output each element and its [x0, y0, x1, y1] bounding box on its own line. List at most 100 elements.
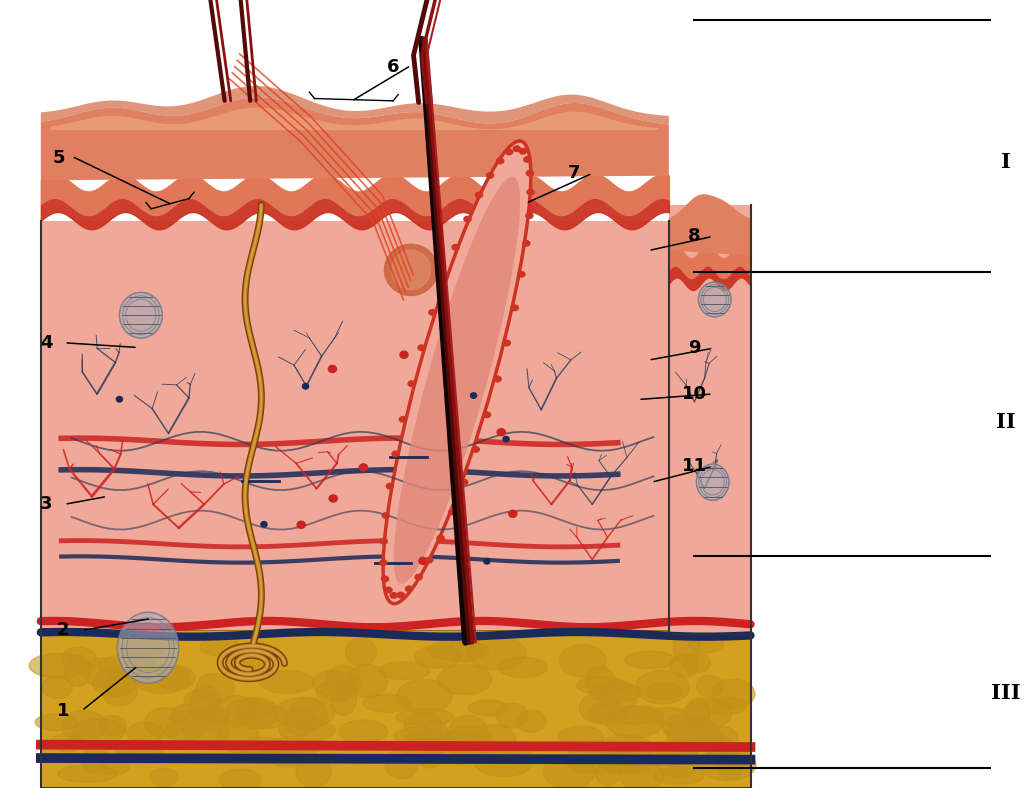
Ellipse shape [565, 747, 620, 773]
Ellipse shape [401, 733, 454, 749]
Ellipse shape [362, 694, 412, 712]
Ellipse shape [240, 738, 287, 755]
Polygon shape [669, 195, 751, 255]
Ellipse shape [645, 683, 682, 700]
Ellipse shape [464, 217, 471, 222]
Ellipse shape [708, 726, 738, 759]
Ellipse shape [426, 557, 433, 563]
Ellipse shape [312, 671, 356, 697]
Ellipse shape [83, 658, 124, 687]
Ellipse shape [151, 768, 178, 786]
Ellipse shape [663, 714, 711, 741]
Ellipse shape [196, 673, 234, 704]
Ellipse shape [523, 157, 530, 162]
Ellipse shape [470, 392, 476, 398]
Ellipse shape [518, 272, 525, 277]
Ellipse shape [117, 396, 123, 402]
Ellipse shape [606, 706, 664, 738]
Ellipse shape [497, 703, 528, 728]
Ellipse shape [682, 653, 711, 673]
Ellipse shape [82, 747, 108, 772]
Ellipse shape [394, 177, 520, 584]
Ellipse shape [35, 714, 77, 730]
Ellipse shape [685, 698, 710, 733]
Ellipse shape [169, 710, 227, 726]
Ellipse shape [238, 704, 290, 729]
Ellipse shape [500, 657, 547, 678]
Ellipse shape [409, 381, 416, 386]
Ellipse shape [437, 535, 444, 541]
Ellipse shape [559, 645, 606, 677]
Ellipse shape [217, 719, 259, 753]
Ellipse shape [118, 612, 179, 683]
Ellipse shape [329, 495, 337, 502]
Ellipse shape [183, 716, 228, 747]
Ellipse shape [297, 521, 305, 528]
Text: 1: 1 [57, 702, 70, 719]
Ellipse shape [596, 763, 621, 786]
Ellipse shape [339, 720, 387, 743]
Ellipse shape [122, 639, 166, 656]
Ellipse shape [184, 689, 217, 716]
Ellipse shape [696, 464, 729, 500]
Ellipse shape [486, 173, 494, 178]
Ellipse shape [226, 699, 274, 719]
Ellipse shape [316, 681, 355, 701]
Ellipse shape [391, 251, 430, 290]
Ellipse shape [101, 676, 137, 706]
Ellipse shape [289, 698, 327, 730]
Ellipse shape [302, 384, 308, 389]
Ellipse shape [636, 671, 689, 704]
Polygon shape [41, 86, 669, 125]
Ellipse shape [667, 723, 724, 749]
Ellipse shape [385, 587, 392, 593]
Text: III: III [991, 683, 1021, 704]
Ellipse shape [683, 698, 732, 728]
Ellipse shape [526, 170, 534, 176]
Ellipse shape [452, 244, 459, 250]
Ellipse shape [236, 697, 279, 729]
Ellipse shape [100, 756, 130, 775]
Ellipse shape [468, 700, 508, 716]
Text: I: I [1000, 151, 1011, 172]
Ellipse shape [674, 631, 700, 664]
Ellipse shape [400, 351, 409, 359]
Ellipse shape [65, 655, 91, 686]
Ellipse shape [394, 727, 445, 745]
Ellipse shape [483, 559, 489, 564]
Ellipse shape [382, 513, 389, 519]
Ellipse shape [329, 366, 337, 373]
Text: 8: 8 [688, 228, 700, 245]
Ellipse shape [383, 141, 530, 604]
Ellipse shape [144, 708, 185, 738]
Ellipse shape [326, 665, 360, 698]
Ellipse shape [50, 734, 85, 752]
Ellipse shape [97, 655, 156, 674]
Ellipse shape [404, 730, 444, 763]
Ellipse shape [648, 708, 689, 725]
Ellipse shape [580, 693, 621, 723]
Ellipse shape [219, 769, 261, 788]
Ellipse shape [461, 479, 468, 485]
Ellipse shape [703, 697, 746, 715]
Ellipse shape [503, 340, 510, 346]
Ellipse shape [61, 647, 96, 671]
Ellipse shape [497, 429, 505, 436]
Ellipse shape [699, 735, 732, 754]
Ellipse shape [135, 664, 189, 693]
Ellipse shape [516, 710, 546, 732]
Ellipse shape [519, 148, 526, 154]
Ellipse shape [474, 724, 516, 758]
Polygon shape [669, 205, 751, 634]
Ellipse shape [511, 305, 518, 310]
Ellipse shape [279, 719, 335, 742]
Polygon shape [41, 221, 669, 630]
Ellipse shape [598, 734, 652, 760]
Ellipse shape [667, 718, 719, 744]
Ellipse shape [655, 747, 699, 777]
Ellipse shape [61, 710, 106, 743]
Ellipse shape [483, 412, 490, 418]
Polygon shape [41, 98, 669, 180]
Ellipse shape [417, 747, 442, 768]
Ellipse shape [449, 715, 487, 748]
